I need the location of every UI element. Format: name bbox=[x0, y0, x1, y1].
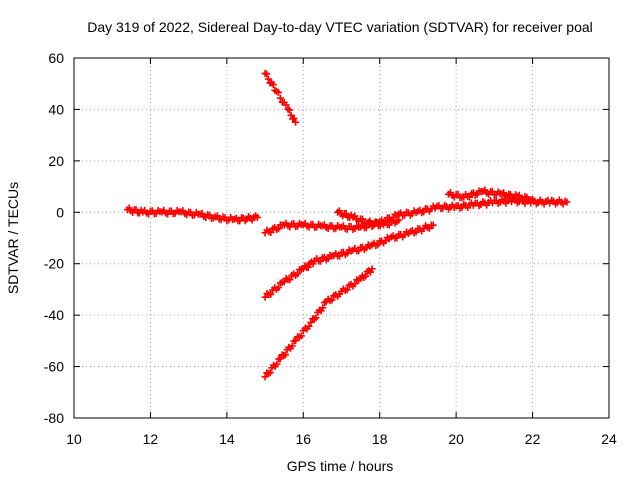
data-point bbox=[359, 215, 367, 223]
data-point bbox=[292, 337, 300, 345]
y-tick-label: 0 bbox=[56, 204, 64, 220]
x-tick-label: 20 bbox=[448, 431, 464, 447]
chart-title: Day 319 of 2022, Sidereal Day-to-day VTE… bbox=[87, 19, 593, 35]
data-point bbox=[273, 360, 281, 368]
series-track-3 bbox=[261, 195, 571, 237]
data-point bbox=[290, 114, 298, 122]
data-point bbox=[294, 270, 302, 278]
grid bbox=[74, 58, 609, 418]
y-tick-label: 40 bbox=[48, 101, 64, 117]
plot-frame bbox=[73, 57, 610, 419]
series-track-4 bbox=[334, 207, 403, 230]
data-point bbox=[305, 322, 313, 330]
data-point bbox=[366, 268, 374, 276]
series-track-5 bbox=[445, 186, 537, 205]
data-point bbox=[328, 296, 336, 304]
data-point bbox=[343, 286, 351, 294]
data-point bbox=[342, 210, 350, 217]
y-tick-label: -80 bbox=[44, 410, 64, 426]
y-tick-label: 60 bbox=[48, 50, 64, 66]
data-point bbox=[473, 190, 481, 198]
data-point bbox=[529, 195, 537, 203]
data-point bbox=[563, 198, 571, 206]
data-series bbox=[124, 69, 571, 381]
data-point bbox=[297, 332, 305, 340]
data-point bbox=[304, 263, 312, 271]
y-tick-label: -20 bbox=[44, 256, 64, 272]
x-tick-label: 12 bbox=[143, 431, 159, 447]
data-point bbox=[336, 252, 344, 260]
data-point bbox=[263, 70, 271, 78]
data-point bbox=[312, 314, 320, 322]
x-tick-label: 10 bbox=[66, 431, 82, 447]
data-point bbox=[281, 351, 289, 359]
series-track-6 bbox=[261, 221, 437, 301]
data-point bbox=[316, 257, 324, 265]
data-point bbox=[267, 290, 275, 298]
y-tick-label: -40 bbox=[44, 307, 64, 323]
y-axis-label: SDTVAR / TECUs bbox=[5, 182, 21, 294]
data-point bbox=[412, 228, 420, 236]
data-point bbox=[274, 88, 282, 96]
data-point bbox=[395, 216, 403, 224]
data-point bbox=[288, 342, 296, 350]
data-point bbox=[253, 213, 261, 221]
y-tick-label: 20 bbox=[48, 153, 64, 169]
series-track-1 bbox=[124, 204, 261, 225]
data-point bbox=[267, 228, 275, 236]
data-point bbox=[276, 94, 284, 102]
series-track-7 bbox=[261, 265, 376, 381]
x-tick-label: 18 bbox=[372, 431, 388, 447]
data-point bbox=[374, 241, 382, 249]
data-point bbox=[269, 81, 277, 89]
x-tick-label: 14 bbox=[219, 431, 235, 447]
data-point bbox=[355, 247, 363, 255]
data-point bbox=[393, 234, 401, 242]
axis-ticks: 10 12 14 16 18 20 22 24 -80 -60 -40 -20 0 20 40 60 bbox=[44, 50, 617, 447]
data-point bbox=[274, 225, 282, 233]
data-point bbox=[362, 272, 370, 280]
x-tick-label: 16 bbox=[295, 431, 311, 447]
data-point bbox=[368, 265, 376, 273]
data-point bbox=[264, 75, 272, 83]
data-point bbox=[385, 221, 393, 229]
data-point bbox=[266, 369, 274, 377]
series-track-2 bbox=[261, 69, 300, 126]
data-point bbox=[261, 293, 269, 301]
data-point bbox=[276, 355, 284, 363]
data-point bbox=[282, 101, 290, 109]
data-point bbox=[286, 276, 294, 284]
x-tick-label: 24 bbox=[601, 431, 617, 447]
data-point bbox=[319, 304, 327, 312]
data-point bbox=[261, 373, 269, 381]
x-tick-label: 22 bbox=[525, 431, 541, 447]
data-point bbox=[274, 284, 282, 292]
x-axis-label: GPS time / hours bbox=[287, 458, 394, 474]
data-point bbox=[307, 318, 315, 326]
y-tick-label: -60 bbox=[44, 359, 64, 375]
data-point bbox=[286, 106, 294, 114]
data-point bbox=[292, 118, 300, 126]
data-point bbox=[429, 221, 437, 229]
data-point bbox=[351, 280, 359, 288]
data-point bbox=[284, 105, 292, 113]
